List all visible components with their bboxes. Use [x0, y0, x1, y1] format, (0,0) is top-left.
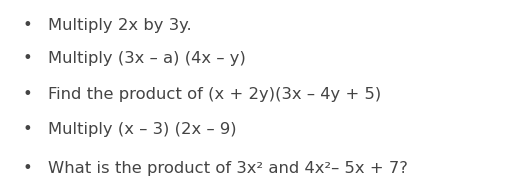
Text: Multiply (3x – a) (4x – y): Multiply (3x – a) (4x – y) — [48, 51, 245, 66]
Text: •: • — [23, 161, 33, 176]
Text: •: • — [23, 87, 33, 102]
Text: What is the product of 3x² and 4x²– 5x + 7?: What is the product of 3x² and 4x²– 5x +… — [48, 161, 407, 176]
Text: Multiply (x – 3) (2x – 9): Multiply (x – 3) (2x – 9) — [48, 122, 236, 137]
Text: Find the product of (x + 2y)(3x – 4y + 5): Find the product of (x + 2y)(3x – 4y + 5… — [48, 87, 381, 102]
Text: •: • — [23, 51, 33, 66]
Text: •: • — [23, 122, 33, 137]
Text: •: • — [23, 18, 33, 33]
Text: Multiply 2x by 3y.: Multiply 2x by 3y. — [48, 18, 191, 33]
